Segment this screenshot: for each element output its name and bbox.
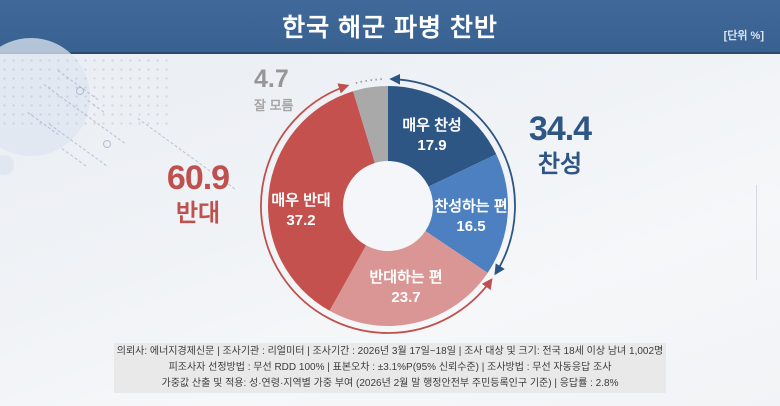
slice-label-strong-oppose: 매우 반대 37.2 [239,191,363,231]
dontknow-caption: 잘 모름 [254,98,294,113]
methodology-line-3: 가중값 산출 및 적용: 성·연령·지역별 가중 부여 (2026년 2월 말 … [161,378,619,389]
slice-name: 매우 반대 [271,192,331,209]
slice-label-somewhat-agree: 찬성하는 편 16.5 [409,197,533,237]
slice-value: 17.9 [417,137,447,154]
decor-vertical-line [756,185,757,280]
decor-circle-small [0,155,14,175]
slice-value: 37.2 [286,212,316,229]
slice-name: 찬성하는 편 [434,198,508,215]
donut-svg [260,73,516,334]
group-label-agree: 34.4 찬성 [508,112,612,178]
group-label-dontknow: 4.7 잘 모름 [254,66,344,113]
decor-dashed-line [61,148,87,167]
slice-name: 반대하는 편 [369,269,443,286]
survey-methodology: 의뢰사: 에너지경제신문 | 조사기관 : 리얼미터 | 조사기간 : 2026… [114,343,666,393]
decor-dashed-line [57,70,99,101]
decor-dot-grid [0,56,170,126]
group-arc [260,83,493,334]
decor-dashed-line [87,100,105,113]
methodology-line-2: 피조사자 선정방법 : 무선 RDD 100% | 표본오차 : ±3.1%P(… [168,362,612,373]
oppose-caption: 반대 [175,200,221,227]
decor-ring [103,140,111,148]
slice-name: 매우 찬성 [402,117,462,134]
dontknow-total: 4.7 [254,65,289,93]
slice-label-strong-agree: 매우 찬성 17.9 [370,116,494,156]
unit-note: [단위 %] [723,30,764,42]
group-arc [355,78,385,85]
page-title: 한국 해군 파병 찬반 [282,14,498,42]
decor-circle-large [0,38,90,156]
oppose-total: 60.9 [166,159,230,197]
decor-ring [76,87,84,95]
slice-value: 16.5 [456,218,486,235]
decor-dashed-line [27,112,59,136]
decor-dashed-line [43,84,125,144]
methodology-line-1: 의뢰사: 에너지경제신문 | 조사기관 : 리얼미터 | 조사기간 : 2026… [116,346,664,357]
decor-dashed-line [49,124,107,166]
slice-value: 23.7 [391,289,421,306]
title-bar: 한국 해군 파병 찬반 [단위 %] [0,0,780,54]
slice-label-somewhat-oppose: 반대하는 편 23.7 [344,268,468,308]
agree-total: 34.4 [528,110,592,148]
agree-caption: 찬성 [537,151,583,178]
donut-chart: 매우 찬성 17.9 찬성하는 편 16.5 반대하는 편 23.7 매우 반대… [252,70,524,342]
group-label-oppose: 60.9 반대 [146,161,250,227]
